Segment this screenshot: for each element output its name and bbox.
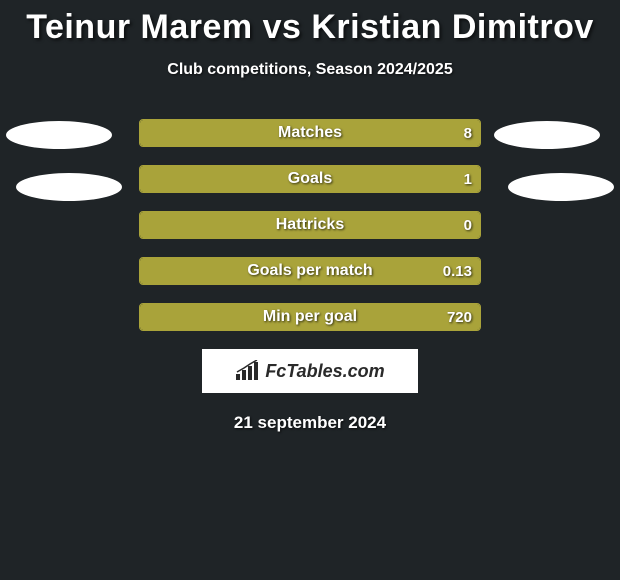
stat-bar-goals: Goals 1 bbox=[139, 165, 481, 193]
date-text: 21 september 2024 bbox=[0, 413, 620, 433]
stat-bar-goals-per-match: Goals per match 0.13 bbox=[139, 257, 481, 285]
stat-bar-fill bbox=[140, 166, 480, 192]
stat-bar-min-per-goal: Min per goal 720 bbox=[139, 303, 481, 331]
stat-bar-fill bbox=[140, 212, 480, 238]
decoration-ellipse-right-1 bbox=[494, 121, 600, 149]
stat-bars: Matches 8 Goals 1 Hattricks 0 Goals per … bbox=[139, 119, 481, 331]
barchart-icon bbox=[235, 360, 261, 382]
logo-inner: FcTables.com bbox=[235, 360, 384, 382]
stat-bar-fill bbox=[140, 258, 480, 284]
stat-bar-hattricks: Hattricks 0 bbox=[139, 211, 481, 239]
source-logo: FcTables.com bbox=[202, 349, 418, 393]
stat-bar-fill bbox=[140, 304, 480, 330]
subtitle: Club competitions, Season 2024/2025 bbox=[0, 61, 620, 79]
comparison-infographic: Teinur Marem vs Kristian Dimitrov Club c… bbox=[0, 0, 620, 433]
decoration-ellipse-right-2 bbox=[508, 173, 614, 201]
logo-text: FcTables.com bbox=[265, 361, 384, 382]
stat-bar-fill bbox=[140, 120, 480, 146]
stat-bar-matches: Matches 8 bbox=[139, 119, 481, 147]
chart-area: Matches 8 Goals 1 Hattricks 0 Goals per … bbox=[0, 119, 620, 433]
page-title: Teinur Marem vs Kristian Dimitrov bbox=[0, 8, 620, 47]
decoration-ellipse-left-2 bbox=[16, 173, 122, 201]
decoration-ellipse-left-1 bbox=[6, 121, 112, 149]
